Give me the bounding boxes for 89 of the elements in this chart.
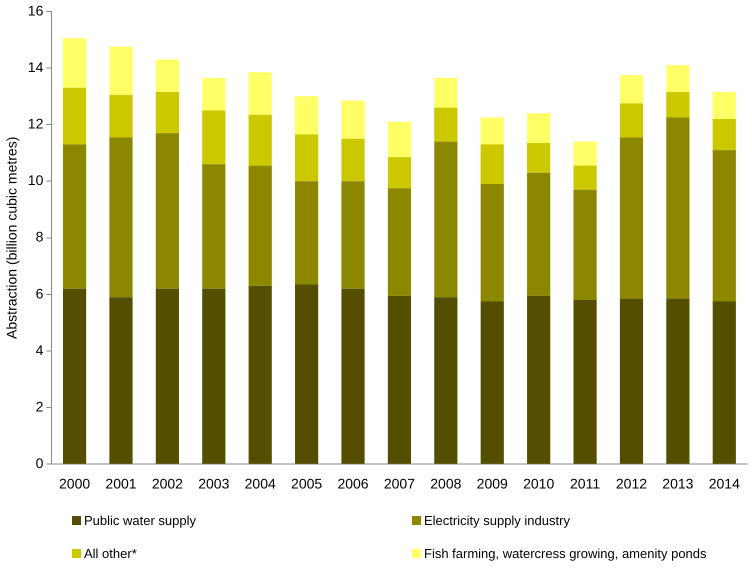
bar <box>480 301 504 464</box>
bar <box>388 122 412 158</box>
x-tick-label: 2014 <box>708 475 740 492</box>
bar <box>527 142 550 173</box>
x-tick-label: 2007 <box>384 475 416 492</box>
y-tick-label: 8 <box>36 228 44 245</box>
x-tick-label: 2011 <box>570 475 600 492</box>
y-tick-label: 12 <box>28 115 44 132</box>
bar <box>202 78 226 110</box>
bar <box>109 297 133 464</box>
bar <box>341 138 365 182</box>
x-tick-label: 2012 <box>616 475 648 492</box>
legend-label: Fish farming, watercress growing, amenity ponds <box>424 546 707 561</box>
legend-label: Public water supply <box>84 513 196 528</box>
bar <box>527 172 550 296</box>
bar <box>156 133 179 289</box>
bar <box>341 288 365 464</box>
bar <box>62 144 86 289</box>
bar <box>434 142 458 298</box>
bar <box>109 46 133 95</box>
bar <box>388 188 412 296</box>
bar <box>712 92 736 119</box>
bar <box>295 284 318 464</box>
y-tick-label: 4 <box>36 342 44 358</box>
bar <box>248 114 272 166</box>
bar <box>480 118 504 144</box>
x-tick-label: 2010 <box>523 475 554 492</box>
bar <box>666 118 690 299</box>
bar <box>295 96 318 135</box>
bar <box>666 65 690 92</box>
bar <box>248 166 272 286</box>
bar <box>712 301 736 464</box>
legend-label: All other* <box>84 546 137 561</box>
x-tick-label: 2003 <box>198 475 230 492</box>
bar <box>527 296 550 464</box>
bar <box>620 298 644 464</box>
bar <box>666 298 690 464</box>
bar <box>156 288 179 464</box>
x-tick-label: 2013 <box>662 475 694 492</box>
bar <box>295 181 318 284</box>
bar <box>480 144 504 184</box>
y-tick-label: 10 <box>28 172 44 188</box>
bar <box>202 110 226 164</box>
bar <box>202 288 226 464</box>
bar <box>480 184 504 302</box>
bar <box>156 60 179 92</box>
bar <box>620 103 644 138</box>
bar <box>109 94 133 138</box>
bar <box>388 296 412 464</box>
bar <box>434 78 458 108</box>
bar <box>156 92 179 134</box>
y-tick-label: 16 <box>28 2 44 18</box>
bar <box>573 142 597 166</box>
y-tick-label: 14 <box>28 58 44 75</box>
y-tick-label: 2 <box>36 398 44 414</box>
bar <box>62 288 86 464</box>
x-tick-label: 2004 <box>244 475 276 492</box>
bar <box>62 88 86 144</box>
y-tick-label: 6 <box>36 285 44 302</box>
bar <box>527 113 550 143</box>
bar <box>388 157 412 188</box>
x-tick-label: 2009 <box>476 475 508 492</box>
bar <box>109 137 133 298</box>
bar <box>341 100 365 139</box>
bar <box>202 164 226 289</box>
x-tick-label: 2001 <box>105 475 137 492</box>
legend-label: Electricity supply industry <box>424 513 570 528</box>
bar <box>573 300 597 464</box>
bar <box>573 190 597 300</box>
x-tick-label: 2005 <box>291 475 322 492</box>
bar <box>248 286 272 464</box>
bar <box>712 150 736 302</box>
bar <box>666 92 690 118</box>
x-tick-label: 2006 <box>337 475 369 492</box>
x-tick-label: 2000 <box>59 475 90 492</box>
bar <box>620 75 644 104</box>
bar <box>248 72 272 115</box>
x-tick-label: 2002 <box>152 475 184 492</box>
bar <box>712 118 736 150</box>
bar <box>295 134 318 182</box>
bar <box>434 297 458 464</box>
y-axis-title: Abstraction (billion cubic metres) <box>3 136 20 339</box>
x-tick-label: 2008 <box>430 475 462 492</box>
bar <box>341 181 365 289</box>
bar <box>434 108 458 142</box>
bar <box>620 137 644 299</box>
bar <box>573 166 597 190</box>
y-tick-label: 0 <box>36 455 44 472</box>
bar <box>62 38 86 88</box>
